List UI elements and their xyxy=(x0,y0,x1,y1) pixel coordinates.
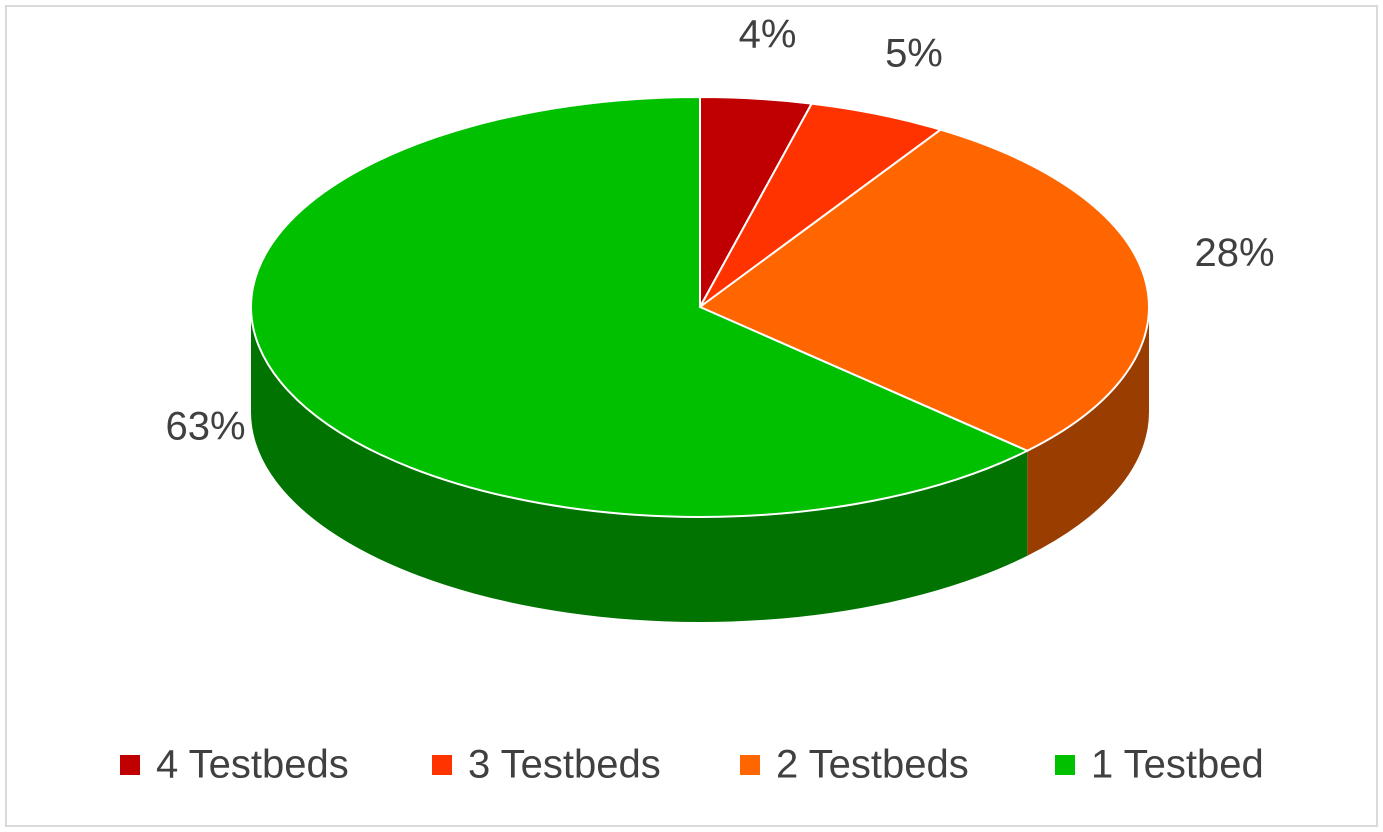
legend-label: 3 Testbeds xyxy=(468,743,661,787)
legend-label: 2 Testbeds xyxy=(776,743,969,787)
legend-label: 4 Testbeds xyxy=(156,743,349,787)
legend-label: 1 Testbed xyxy=(1091,743,1264,787)
legend-swatch xyxy=(1055,755,1075,775)
legend-swatch xyxy=(432,755,452,775)
data-label: 28% xyxy=(1195,231,1275,275)
slice xyxy=(250,95,1030,518)
data-label: 4% xyxy=(739,13,797,57)
slice-side xyxy=(1027,307,1149,556)
slice-side xyxy=(251,307,1028,622)
legend-swatch xyxy=(120,755,140,775)
legend-swatch xyxy=(740,755,760,775)
data-label: 63% xyxy=(165,404,245,448)
data-label: 5% xyxy=(885,31,943,75)
slice xyxy=(698,128,1150,452)
